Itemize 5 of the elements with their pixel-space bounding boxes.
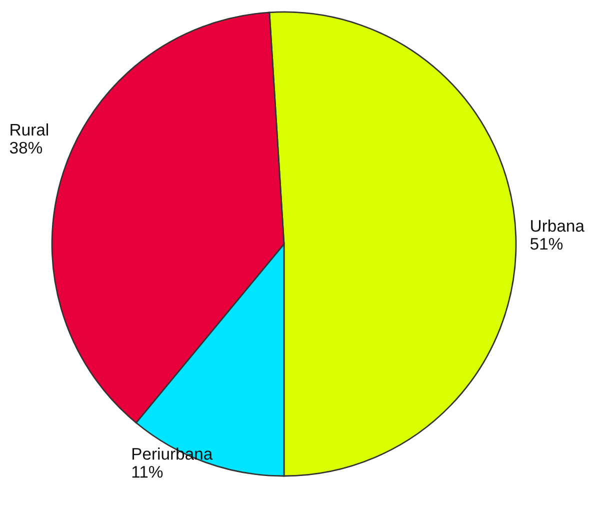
data-label: 11% [132, 466, 163, 478]
slice-label: Urbana [531, 220, 584, 232]
slice-label: Rural [10, 123, 48, 136]
data-label: 51% [530, 238, 563, 250]
data-label: 38% [10, 142, 42, 154]
